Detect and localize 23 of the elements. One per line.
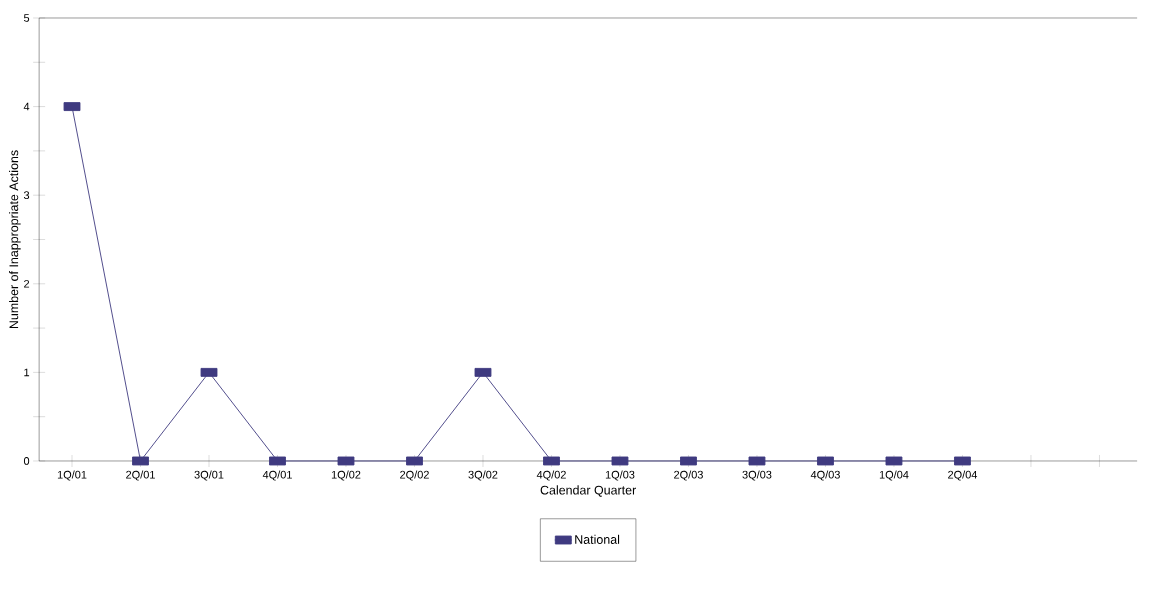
legend-label: National <box>575 534 620 544</box>
y-tick-label: 5 <box>23 14 30 22</box>
x-tick-label: 1Q/02 <box>331 470 361 481</box>
x-tick-label: 4Q/01 <box>262 470 292 481</box>
y-tick-label: 2 <box>24 279 30 288</box>
x-tick-label: 3Q/02 <box>468 470 498 481</box>
x-tick-label: 4Q/03 <box>810 470 840 481</box>
y-tick-label: 3 <box>23 191 30 200</box>
x-axis-title: Calendar Quarter <box>540 485 636 497</box>
x-tick-label: 3Q/01 <box>194 470 224 481</box>
x-tick-label: 2Q/02 <box>400 470 429 481</box>
x-tick-label: 3Q/03 <box>742 470 772 481</box>
x-tick-label: 2Q/04 <box>948 470 978 481</box>
y-tick-label: 0 <box>23 457 30 465</box>
x-tick-label: 1Q/03 <box>605 470 635 481</box>
x-tick-label: 2Q/01 <box>126 470 155 481</box>
x-tick-label: 2Q/03 <box>674 470 703 481</box>
x-tick-label: 4Q/02 <box>536 470 566 481</box>
x-tick-label: 1Q/04 <box>879 470 909 481</box>
x-tick-label: 1Q/01 <box>57 470 87 481</box>
y-axis-title: Number of Inappropriate Actions <box>9 150 21 329</box>
y-tick-label: 4 <box>23 102 30 111</box>
y-tick-label: 1 <box>24 368 30 377</box>
